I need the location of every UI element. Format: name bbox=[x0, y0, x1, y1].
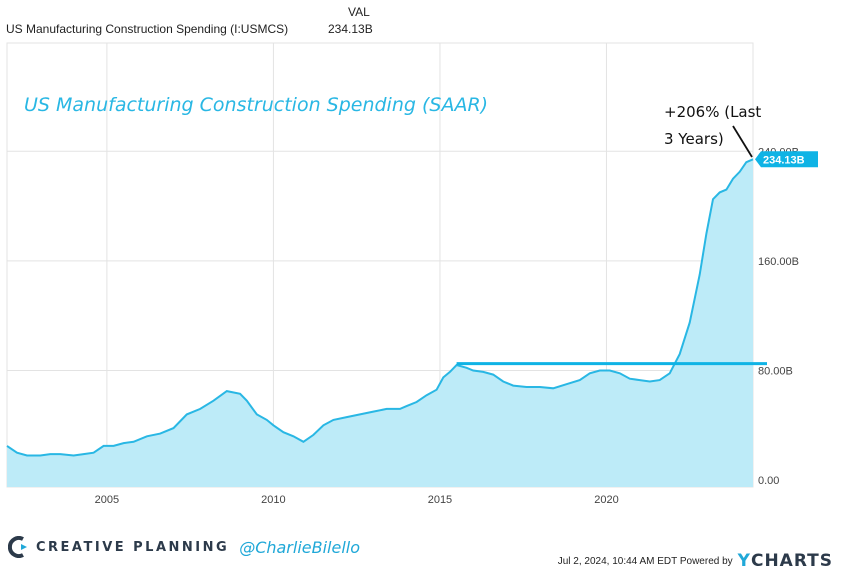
chart: 0.0080.00B160.00B240.00B2005201020152020… bbox=[6, 42, 818, 506]
annotation-line2: 3 Years) bbox=[664, 130, 724, 148]
x-tick-label: 2015 bbox=[428, 494, 452, 506]
ycharts-logo-y: Y bbox=[737, 551, 751, 571]
branding: CREATIVE PLANNING @CharlieBilello bbox=[8, 536, 360, 558]
series-area-fill bbox=[7, 159, 753, 488]
footer: Jul 2, 2024, 10:44 AM EDT Powered by YCH… bbox=[558, 551, 833, 571]
y-tick-label: 80.00B bbox=[758, 366, 793, 378]
chart-title: US Manufacturing Construction Spending (… bbox=[24, 94, 488, 116]
series-line bbox=[6, 158, 754, 457]
x-tick-label: 2010 bbox=[261, 494, 285, 506]
current-value-badge-shape bbox=[755, 151, 818, 168]
y-tick-label: 0.00 bbox=[758, 475, 779, 487]
x-tick-label: 2020 bbox=[594, 494, 618, 506]
annotation-pointer bbox=[732, 125, 753, 158]
header-val-label: VAL bbox=[348, 5, 370, 19]
ycharts-logo-rest: CHARTS bbox=[750, 551, 833, 571]
annotation-line1: +206% (Last bbox=[664, 103, 761, 121]
y-tick-label: 160.00B bbox=[758, 256, 799, 268]
current-value-badge: 234.13B bbox=[755, 151, 818, 168]
header-series-value: 234.13B bbox=[328, 22, 373, 36]
x-tick-label: 2005 bbox=[95, 494, 119, 506]
twitter-handle: @CharlieBilello bbox=[239, 537, 361, 557]
creative-planning-logo-icon bbox=[8, 536, 27, 558]
current-value-badge-text: 234.13B bbox=[763, 154, 805, 166]
header-series-name: US Manufacturing Construction Spending (… bbox=[6, 22, 289, 36]
footer-timestamp: Jul 2, 2024, 10:44 AM EDT Powered by bbox=[557, 555, 733, 567]
ycharts-logo: YCHARTS bbox=[738, 551, 833, 571]
company-name: CREATIVE PLANNING bbox=[36, 539, 230, 555]
